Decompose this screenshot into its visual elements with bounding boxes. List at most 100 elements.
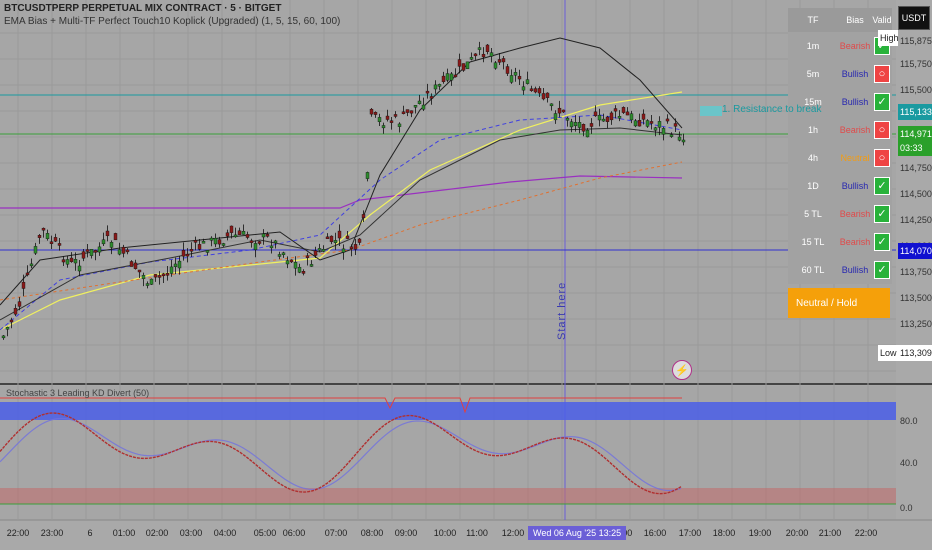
- row-tf: 15m: [788, 88, 838, 116]
- lightning-icon[interactable]: ⚡: [672, 360, 692, 380]
- candle: [69, 257, 74, 262]
- candle: [217, 239, 222, 245]
- candle: [361, 214, 366, 218]
- price-tick: 114,250.0: [900, 215, 932, 225]
- candle: [457, 59, 462, 67]
- candle: [193, 240, 198, 243]
- low-price: 113,309.0: [898, 345, 932, 361]
- candle: [433, 84, 438, 90]
- candle: [105, 230, 110, 237]
- candle: [613, 108, 618, 112]
- candle: [245, 234, 250, 238]
- candle: [333, 240, 338, 243]
- candle: [253, 243, 258, 250]
- bias-table: TF Bias Valid 1m Bearish ✓ 5m Bullish ○ 15m Bul…: [788, 8, 892, 284]
- row-tf: 60 TL: [788, 256, 838, 284]
- candle: [453, 74, 458, 78]
- candle: [129, 261, 134, 267]
- candle: [421, 104, 426, 110]
- candle: [321, 249, 326, 252]
- indicator-header[interactable]: EMA Bias + Multi-TF Perfect Touch10 Kopl…: [4, 16, 341, 27]
- time-label: 03:00: [179, 528, 203, 538]
- candle: [189, 249, 194, 252]
- resistance-annotation[interactable]: 1. Resistance to break: [722, 104, 822, 115]
- row-tf: 1m: [788, 32, 838, 60]
- valid-icon: ✓: [874, 205, 890, 223]
- row-bias: Bullish: [838, 60, 872, 88]
- candle: [73, 259, 78, 264]
- resistance-zone: [700, 106, 722, 116]
- symbol-header[interactable]: BTCUSDTPERP PERPETUAL MIX CONTRACT · 5 ·…: [4, 3, 282, 14]
- time-label: 04:00: [213, 528, 237, 538]
- candle: [133, 262, 138, 269]
- candle: [569, 121, 574, 128]
- time-label: 06:00: [282, 528, 306, 538]
- time-label: 09:00: [394, 528, 418, 538]
- candle: [657, 121, 662, 128]
- candle: [393, 114, 398, 117]
- valid-icon: ○: [874, 65, 890, 83]
- candle: [593, 111, 598, 117]
- candle: [557, 107, 562, 114]
- candle: [117, 249, 122, 255]
- candle: [273, 240, 278, 244]
- candle: [417, 100, 422, 105]
- row-bias: Bullish: [838, 256, 872, 284]
- candle: [297, 267, 302, 273]
- candle: [525, 79, 530, 84]
- candle: [413, 105, 418, 108]
- candle: [617, 116, 622, 119]
- candle: [681, 139, 686, 143]
- time-label: 20:00: [785, 528, 809, 538]
- candle: [85, 249, 90, 252]
- candle: [241, 231, 246, 235]
- osc-tick-80: 80.0: [900, 416, 918, 426]
- oversold-band: [0, 488, 896, 504]
- candle: [481, 53, 486, 58]
- candle: [397, 123, 402, 127]
- candle: [21, 281, 26, 289]
- time-label: 6: [87, 528, 93, 538]
- ma-line-blue: [0, 114, 683, 331]
- candle: [497, 59, 502, 63]
- bias-row: 60 TL Bullish ✓: [788, 256, 892, 284]
- candle: [521, 86, 526, 91]
- candle: [225, 232, 230, 237]
- candle: [313, 250, 318, 256]
- candle: [97, 246, 102, 253]
- row-tf: 5m: [788, 60, 838, 88]
- candle: [237, 230, 242, 235]
- candle: [41, 227, 46, 231]
- candle: [425, 90, 430, 94]
- candle: [601, 118, 606, 122]
- candle: [353, 244, 358, 250]
- resistance-price: 115,133.2: [898, 104, 932, 120]
- candle: [213, 238, 218, 245]
- candle: [149, 278, 154, 285]
- row-tf: 4h: [788, 144, 838, 172]
- time-label: 22:00: [854, 528, 878, 538]
- candle: [289, 259, 294, 263]
- bias-row: 15m Bullish ✓: [788, 88, 892, 116]
- candle: [609, 112, 614, 121]
- row-tf: 5 TL: [788, 200, 838, 228]
- candle: [25, 272, 30, 276]
- candle: [121, 246, 126, 254]
- header-tf: TF: [788, 8, 838, 32]
- candle: [489, 52, 494, 57]
- candle: [561, 109, 566, 113]
- oscillator-title[interactable]: Stochastic 3 Leading KD Divert (50): [6, 388, 150, 398]
- candle: [409, 110, 414, 114]
- candle: [401, 111, 406, 114]
- candle: [209, 237, 214, 241]
- candle: [33, 246, 38, 254]
- time-label: 18:00: [712, 528, 736, 538]
- ma-line-black: [0, 37, 683, 306]
- row-bias: Bearish: [838, 228, 872, 256]
- ma-line-dark: [0, 127, 683, 321]
- currency-button[interactable]: USDT: [898, 6, 930, 30]
- start-annotation[interactable]: Start here: [556, 281, 568, 340]
- candle: [45, 233, 50, 239]
- candle: [81, 251, 86, 259]
